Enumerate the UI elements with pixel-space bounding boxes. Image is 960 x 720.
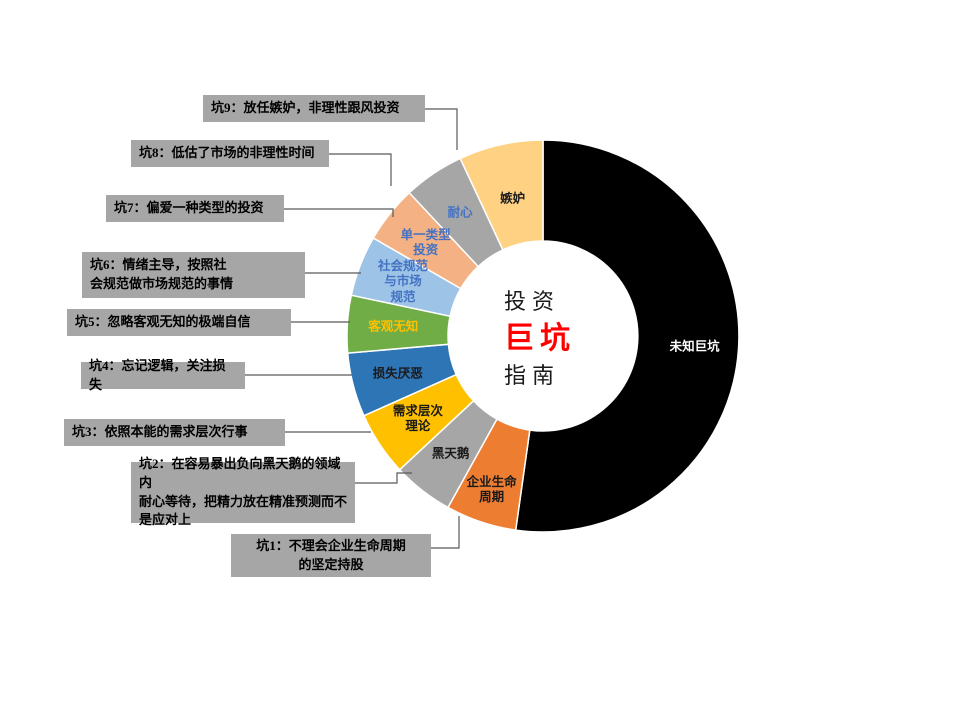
callout-text-pit-3: 坑3：依照本能的需求层次行事 xyxy=(72,424,248,440)
callout-box-pit-6: 坑6：情绪主导，按照社 会规范做市场规范的事情 xyxy=(82,252,305,298)
chart-center-title: 投资 巨坑 指南 xyxy=(504,291,576,387)
callout-text-pit-5: 坑5：忽略客观无知的极端自信 xyxy=(75,314,251,330)
callout-box-pit-1: 坑1：不理会企业生命周期 的坚定持股 xyxy=(231,534,431,577)
callout-connector-pit-2 xyxy=(355,472,412,484)
segment-label-unknown-giant-pit: 未知巨坑 xyxy=(669,338,720,353)
callout-box-pit-8: 坑8：低估了市场的非理性时间 xyxy=(131,140,329,167)
segment-label-loss-aversion: 损失厌恶 xyxy=(372,365,423,380)
pie-segment-envy xyxy=(459,139,544,251)
center-title-line-3: 指南 xyxy=(504,363,561,388)
callout-connector-pit-1 xyxy=(431,516,460,549)
callout-box-pit-5: 坑5：忽略客观无知的极端自信 xyxy=(67,309,291,336)
segment-label-envy: 嫉妒 xyxy=(500,191,526,206)
segment-label-patience: 耐心 xyxy=(447,205,473,220)
callout-connector-pit-9 xyxy=(425,108,458,150)
callout-text-pit-9: 坑9：放任嫉妒，非理性跟风投资 xyxy=(211,100,400,116)
center-title-line-2: 巨坑 xyxy=(504,322,576,355)
callout-box-pit-9: 坑9：放任嫉妒，非理性跟风投资 xyxy=(203,95,425,122)
pie-segment-unknown-giant-pit xyxy=(514,139,740,533)
segment-label-hierarchy-of-needs: 需求层次 理论 xyxy=(392,403,443,433)
callout-connector-pit-7 xyxy=(284,208,394,217)
callout-text-pit-8: 坑8：低估了市场的非理性时间 xyxy=(139,145,315,161)
callout-box-pit-2: 坑2：在容易暴出负向黑天鹅的领域内 耐心等待，把精力放在精准预测而不 是应对上 xyxy=(131,456,355,527)
callout-text-pit-7: 坑7：偏爱一种类型的投资 xyxy=(114,200,264,216)
segment-label-objective-ignorance: 客观无知 xyxy=(368,319,419,334)
callout-text-pit-1: 坑1：不理会企业生命周期 的坚定持股 xyxy=(256,537,406,572)
center-title-line-1: 投资 xyxy=(504,289,561,314)
callout-box-pit-7: 坑7：偏爱一种类型的投资 xyxy=(106,195,284,222)
callout-box-pit-4: 坑4：忘记逻辑，关注损失 xyxy=(81,358,245,392)
callout-text-pit-6: 坑6：情绪主导，按照社 会规范做市场规范的事情 xyxy=(90,257,234,291)
segment-label-corporate-life-cycle: 企业生命 周期 xyxy=(466,474,517,504)
callout-connector-pit-8 xyxy=(329,153,392,186)
callout-box-pit-3: 坑3：依照本能的需求层次行事 xyxy=(64,419,285,446)
segment-label-single-type-investment: 单一类型 投资 xyxy=(400,227,451,257)
segment-label-social-vs-market-norms: 社会规范 与市场 规范 xyxy=(377,259,429,304)
segment-label-black-swan: 黑天鹅 xyxy=(431,446,470,461)
callout-text-pit-4: 坑4：忘记逻辑，关注损失 xyxy=(89,357,226,392)
callout-text-pit-2: 坑2：在容易暴出负向黑天鹅的领域内 耐心等待，把精力放在精准预测而不 是应对上 xyxy=(139,455,348,528)
